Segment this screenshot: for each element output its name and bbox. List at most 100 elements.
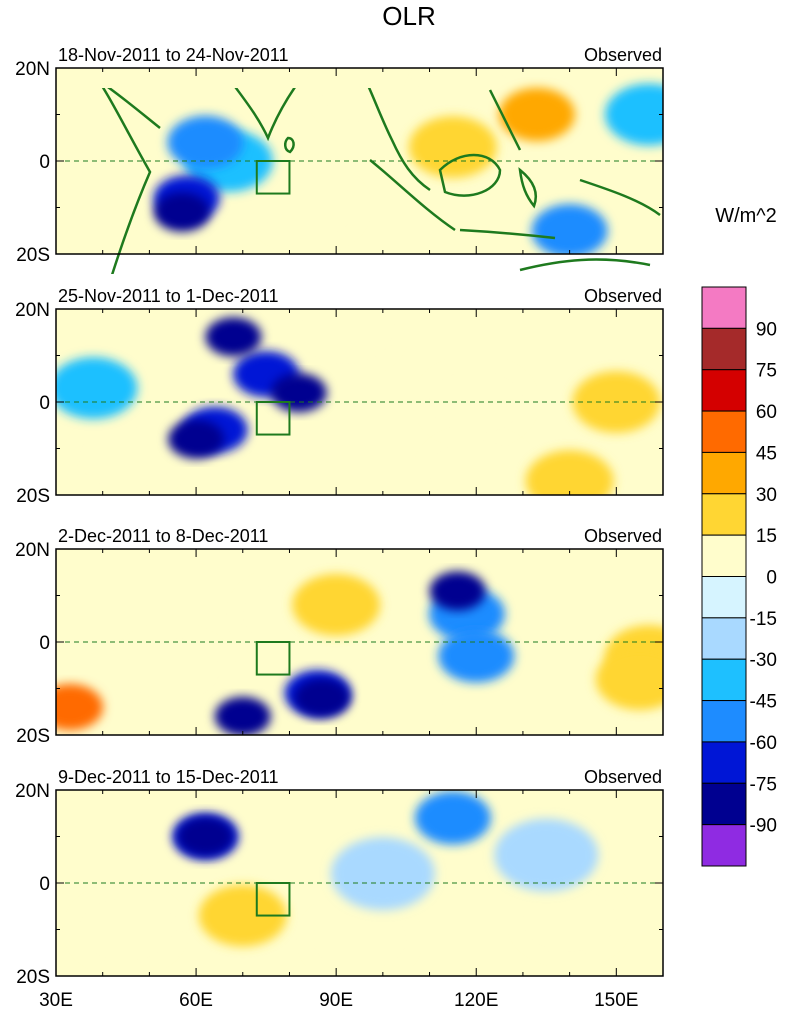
anomaly-blob — [167, 115, 244, 169]
colorbar-label: -60 — [750, 733, 777, 754]
anomaly-blob — [56, 357, 138, 419]
anomaly-blob — [316, 68, 421, 128]
anomaly-blob — [198, 884, 287, 947]
lon-tick-label: 60E — [179, 990, 213, 1011]
anomaly-field — [56, 68, 663, 254]
lat-tick-label: 20N — [15, 59, 50, 80]
anomaly-field — [56, 571, 663, 735]
lat-tick-label: 20N — [15, 540, 50, 561]
anomaly-blob — [120, 633, 225, 707]
colorbar-label: 0 — [766, 568, 777, 589]
colorbar-segment — [701, 451, 747, 495]
anomaly-blob — [408, 116, 497, 178]
lat-tick-label: 0 — [39, 152, 50, 173]
anomaly-blob — [605, 83, 663, 146]
colorbar-segment — [701, 700, 747, 743]
panel-type-label: Observed — [584, 767, 662, 787]
panel-type-label: Observed — [584, 526, 662, 546]
colorbar-label: -45 — [750, 692, 777, 713]
anomaly-blob — [294, 678, 351, 718]
lon-tick-label: 150E — [594, 990, 638, 1011]
region-box — [255, 882, 291, 917]
colorbar: 90 75 60 45 30 15 0 -15 -30 -45 -60 -75 -90 — [701, 286, 777, 867]
anomaly-blob — [214, 696, 271, 735]
lat-tick-label: 0 — [39, 874, 50, 895]
panel-period-label: 9-Dec-2011 to 15-Dec-2011 — [58, 767, 278, 787]
anomaly-blob — [293, 309, 398, 369]
colorbar-label: -75 — [750, 774, 777, 795]
colorbar-label: -30 — [750, 650, 777, 671]
colorbar-label: 75 — [756, 361, 777, 382]
anomaly-blob — [414, 791, 491, 845]
colorbar-label: 30 — [756, 485, 777, 506]
anomaly-blob — [74, 893, 179, 966]
panel-type-label: Observed — [584, 286, 662, 306]
anomaly-blob — [517, 883, 622, 957]
anomaly-field — [56, 309, 661, 495]
panel-type-label: Observed — [584, 45, 662, 65]
colorbar-segment — [701, 327, 747, 371]
colorbar-segment — [701, 782, 747, 826]
lat-tick-label: 20S — [16, 245, 50, 266]
lat-tick-label: 20N — [15, 300, 50, 321]
colorbar-segment — [701, 493, 747, 536]
anomaly-blob — [595, 648, 663, 710]
lat-tick-label: 0 — [39, 393, 50, 414]
region-box — [255, 401, 291, 436]
lat-tick-label: 20N — [15, 781, 50, 802]
panel-period-label: 2-Dec-2011 to 8-Dec-2011 — [58, 526, 268, 546]
lat-tick-label: 20S — [16, 486, 50, 507]
anomaly-blob — [429, 571, 486, 611]
anomaly-blob — [424, 435, 529, 495]
anomaly-blob — [414, 68, 519, 133]
anomaly-blob — [56, 152, 155, 226]
panel-4: 20N 0 20S 9-Dec-2011 to 15-Dec-2011 Observed — [15, 767, 664, 988]
anomaly-blob — [154, 192, 211, 232]
panel-1: 20N 0 20S 18-Nov-2011 to 24-Nov-2011 Observe… — [15, 45, 664, 274]
anomaly-blob — [168, 419, 225, 459]
anomaly-blob — [292, 574, 381, 636]
colorbar-segment — [701, 576, 747, 619]
colorbar-label: 90 — [756, 319, 777, 340]
anomaly-blob — [498, 87, 575, 142]
anomaly-blob — [525, 450, 614, 495]
anomaly-blob — [494, 818, 599, 892]
lat-tick-label: 0 — [39, 633, 50, 654]
colorbar-label: -15 — [750, 609, 777, 630]
colorbar-segment — [701, 824, 747, 867]
anomaly-blob — [344, 661, 449, 735]
anomaly-blob — [256, 171, 361, 244]
anomaly-blob — [330, 837, 435, 911]
lon-tick-label: 90E — [319, 990, 353, 1011]
lat-tick-label: 20S — [16, 967, 50, 988]
colorbar-segment — [701, 369, 747, 412]
lon-tick-label: 30E — [39, 990, 73, 1011]
chart-title: OLR — [382, 1, 435, 31]
anomaly-blob — [205, 317, 262, 357]
anomaly-blob — [438, 629, 515, 683]
panel-3: 20N 0 20S 2-Dec-2011 to 8-Dec-2011 Observed — [15, 526, 664, 747]
anomaly-blob — [531, 204, 608, 254]
anomaly-blob — [270, 373, 327, 413]
panel-2: 20N 0 20S 25-Nov-2011 to 1-Dec-2011 Observed — [15, 286, 664, 507]
panel-period-label: 25-Nov-2011 to 1-Dec-2011 — [58, 286, 278, 306]
region-box — [255, 160, 291, 195]
anomaly-blob — [56, 684, 103, 731]
colorbar-label: 45 — [756, 443, 777, 464]
lon-tick-label: 120E — [454, 990, 498, 1011]
colorbar-segment — [701, 741, 747, 784]
colorbar-label: 60 — [756, 402, 777, 423]
colorbar-label: 15 — [756, 526, 777, 547]
anomaly-blob — [424, 365, 529, 439]
anomaly-blob — [177, 816, 234, 857]
colorbar-segment — [701, 534, 747, 578]
colorbar-segment — [701, 658, 747, 702]
colorbar-segment — [701, 617, 747, 660]
panel-period-label: 18-Nov-2011 to 24-Nov-2011 — [58, 45, 288, 65]
lat-tick-label: 20S — [16, 726, 50, 747]
anomaly-blob — [307, 902, 412, 976]
region-box — [255, 641, 291, 676]
anomaly-field — [74, 791, 622, 976]
colorbar-segment — [701, 286, 747, 329]
